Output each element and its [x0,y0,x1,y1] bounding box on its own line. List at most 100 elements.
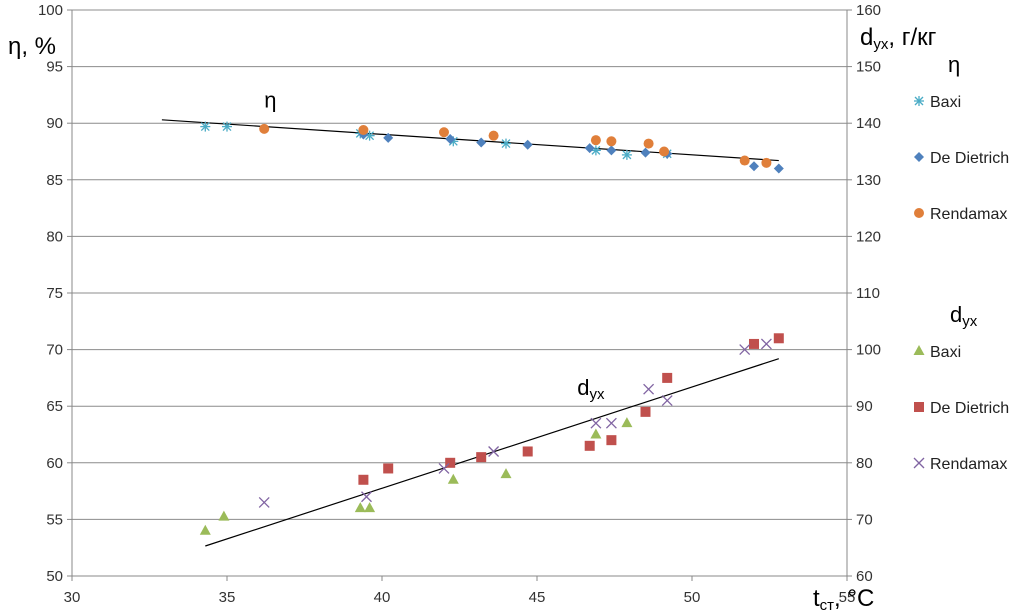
point-eta-baxi [501,138,511,149]
y-left-tick-label: 75 [46,285,63,302]
point-dux-baxi [447,473,459,484]
point-eta-de-dietrich [584,143,595,154]
legend: η Baxi De Dietrich Rendamax dух Baxi De … [913,52,1009,473]
y-right-tick-label: 110 [856,285,880,302]
legend-label-eta-rendamax: Rendamax [930,206,1007,223]
legend-symbol-dux-baxi [913,345,925,355]
point-dux-baxi [621,417,633,428]
point-eta-rendamax [358,124,369,135]
point-dux-de-dietrich [584,440,595,451]
gridlines [72,9,847,520]
y-left-tick-label: 50 [46,568,63,585]
y-right-tick-label: 130 [856,172,881,189]
legend-label-eta-baxi: Baxi [930,94,961,111]
legend-label-dux-rendamax: Rendamax [930,456,1007,473]
point-dux-baxi [364,502,376,513]
legend-group-eta: η Baxi De Dietrich Rendamax [914,52,1009,223]
point-eta-de-dietrich [749,161,759,172]
point-eta-de-dietrich [606,145,617,156]
annotation-dux: dух [577,375,605,403]
point-eta-de-dietrich [522,139,533,150]
point-dux-de-dietrich [606,435,617,446]
legend-marker-dux-de-dietrich [914,402,924,412]
point-dux-de-dietrich [358,474,369,485]
point-eta-rendamax [606,136,617,147]
legend-marker-eta-baxi [914,96,924,106]
point-dux-rendamax [739,344,751,356]
x-tick-label: 50 [684,589,701,606]
x-tick-label: 40 [374,589,391,606]
legend-marker-dux-baxi [913,345,925,355]
point-dux-rendamax [258,496,270,508]
annotation-eta: η [264,87,276,112]
point-eta-rendamax [761,157,772,168]
legend-marker-dux-rendamax [913,457,925,469]
point-dux-baxi [199,524,211,535]
point-dux-de-dietrich [773,333,784,344]
x-tick-label: 30 [64,589,81,606]
legend-group-dux: dух Baxi De Dietrich Rendamax [913,302,1009,473]
legend-header-dux: dух [950,302,978,330]
point-eta-rendamax [659,146,670,157]
legend-label-dux-baxi: Baxi [930,344,961,361]
point-dux-rendamax [605,417,617,429]
y-left-tick-label: 100 [38,2,63,19]
point-eta-de-dietrich [640,147,651,158]
point-dux-baxi [354,502,366,513]
point-eta-rendamax [439,127,449,138]
point-dux-de-dietrich [640,406,651,417]
legend-header-eta: η [948,52,960,77]
point-dux-baxi [590,428,602,439]
point-eta-rendamax [739,155,750,166]
x-tick-label: 45 [529,589,546,606]
axes [67,9,852,581]
y-right-tick-label: 150 [856,59,881,76]
y-right-tick-label: 120 [856,228,881,245]
point-eta-rendamax [590,135,601,146]
y-left-tick-label: 70 [46,342,63,359]
legend-symbol-eta-rendamax [914,208,924,218]
legend-symbol-dux-rendamax [913,457,925,469]
left-axis-title: η, % [8,33,56,60]
point-eta-baxi [621,149,632,160]
legend-label-eta-de-dietrich: De Dietrich [930,150,1009,167]
point-dux-baxi [500,468,512,479]
point-dux-rendamax [361,491,372,503]
point-eta-rendamax [643,138,654,149]
y-left-tick-label: 60 [46,455,63,472]
y-right-tick-label: 70 [856,511,873,528]
point-dux-rendamax [661,395,673,406]
point-dux-rendamax [438,463,450,474]
legend-label-dux-de-dietrich: De Dietrich [930,400,1009,417]
point-dux-rendamax [643,383,655,395]
point-dux-rendamax [488,446,500,457]
data-points [199,121,784,535]
y-left-tick-label: 95 [46,59,63,76]
trendline-eta [161,119,779,162]
point-eta-rendamax [259,123,270,134]
point-dux-rendamax [760,338,772,350]
y-left-tick-label: 90 [46,115,63,132]
legend-symbol-eta-baxi [914,96,924,106]
y-right-tick-label: 90 [856,398,873,415]
point-dux-de-dietrich [522,446,533,457]
legend-symbol-eta-de-dietrich [914,152,924,162]
y-right-tick-label: 140 [856,115,881,132]
y-right-tick-label: 160 [856,2,881,19]
legend-symbol-dux-de-dietrich [914,402,924,412]
legend-marker-eta-de-dietrich [914,152,924,162]
y-right-tick-label: 80 [856,455,873,472]
point-dux-de-dietrich [749,338,759,349]
y-right-tick-label: 60 [856,568,873,585]
point-dux-de-dietrich [445,457,456,468]
right-axis-title: dух, г/кг [860,24,937,53]
point-dux-de-dietrich [476,452,487,463]
point-eta-de-dietrich [773,163,784,174]
point-dux-rendamax [590,417,602,429]
y-left-tick-label: 85 [46,172,63,189]
y-left-tick-label: 65 [46,398,63,415]
x-axis-title: tст, °C [813,585,874,613]
point-eta-de-dietrich [476,137,487,148]
point-eta-baxi [222,121,232,132]
